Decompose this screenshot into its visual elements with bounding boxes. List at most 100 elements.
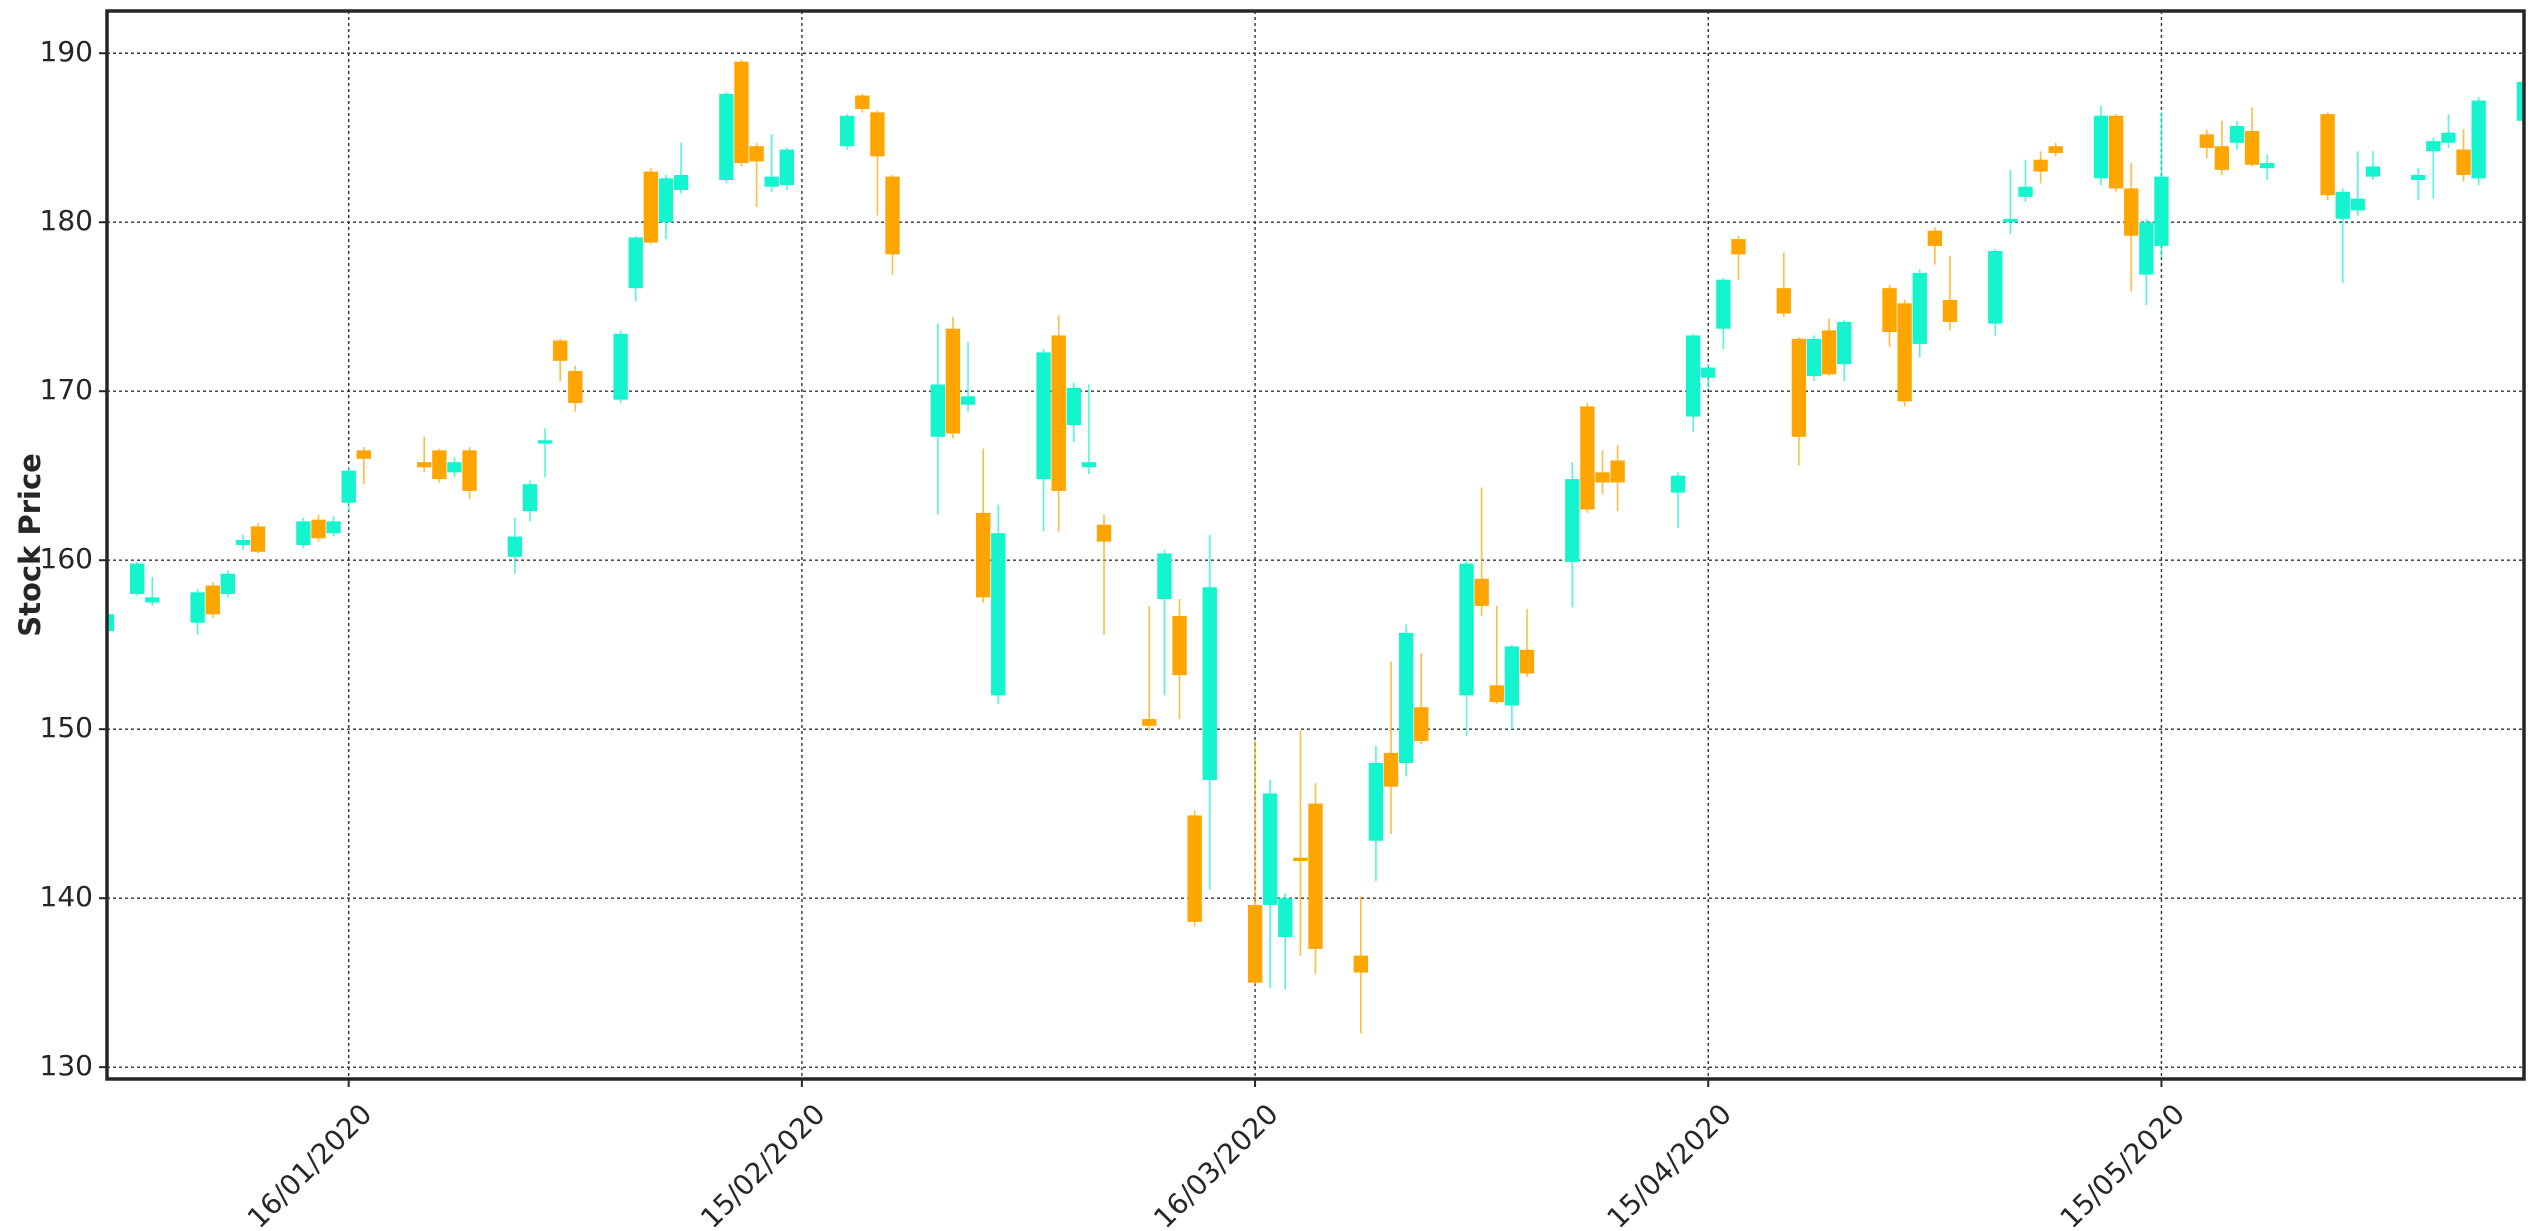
candle-body <box>432 450 447 480</box>
y-tick-label: 160 <box>40 542 93 575</box>
candle-body <box>1383 752 1399 787</box>
candle-body <box>658 178 674 223</box>
candle-body <box>2471 100 2486 179</box>
candle-body <box>1459 563 1474 696</box>
candle-body <box>613 333 628 400</box>
y-tick-label: 140 <box>40 880 93 913</box>
candle-body <box>673 174 689 191</box>
candle-body <box>734 61 749 164</box>
candle-body <box>2199 134 2214 148</box>
candle-body <box>1081 462 1097 468</box>
candle-body <box>1776 288 1791 314</box>
candle-body <box>1278 898 1293 938</box>
candle-body <box>2320 114 2335 196</box>
candle-body <box>1701 367 1716 378</box>
candle-body <box>855 95 870 110</box>
candle-body <box>840 115 855 147</box>
candle-body <box>417 462 432 468</box>
x-tick-label: 15/05/2020 <box>2054 1097 2191 1231</box>
candle-body <box>1187 815 1202 922</box>
candle-body <box>1398 632 1414 763</box>
candle-body <box>145 597 160 603</box>
candle-body <box>870 112 885 157</box>
candle-body <box>568 370 583 404</box>
candle-body <box>462 450 477 491</box>
candle-body <box>2411 174 2426 180</box>
x-tick-label: 15/04/2020 <box>1600 1097 1737 1231</box>
candle-body <box>1353 955 1368 973</box>
candle-body <box>1806 338 1822 377</box>
candles <box>107 60 2524 1034</box>
candle-body <box>1791 338 1807 437</box>
candle-body <box>553 340 568 361</box>
candle-body <box>1489 685 1504 703</box>
candle-body <box>1172 615 1187 676</box>
candle-body <box>235 539 251 545</box>
candle-body <box>1882 288 1897 333</box>
candle-body <box>1066 387 1081 426</box>
candle-body <box>1157 553 1172 600</box>
candle-body <box>2456 149 2471 175</box>
candle-body <box>356 450 371 459</box>
candle-body <box>2441 132 2456 143</box>
candle-body <box>2124 188 2139 236</box>
candle-body <box>2350 198 2366 211</box>
candle-body <box>991 533 1006 696</box>
candle-body <box>537 440 553 444</box>
candle-body <box>107 614 115 632</box>
candle-body <box>719 93 734 180</box>
x-tick-label: 16/03/2020 <box>1147 1097 1284 1231</box>
candle-body <box>1293 857 1308 862</box>
y-tick-label: 180 <box>40 204 93 237</box>
candle-body <box>1595 472 1610 483</box>
candle-body <box>1731 239 1746 255</box>
candle-body <box>1927 230 1943 246</box>
candle-body <box>2335 191 2350 219</box>
candle-body <box>2139 222 2154 275</box>
candle-body <box>930 384 946 437</box>
candle-body <box>1036 352 1051 480</box>
candle-body <box>1565 479 1580 562</box>
candle-body <box>1912 272 1927 344</box>
candle-body <box>1821 330 1837 375</box>
candle-body <box>1685 335 1701 417</box>
candle-body <box>522 484 538 512</box>
candle-body <box>960 396 976 405</box>
candle-body <box>764 176 779 187</box>
candle-body <box>2229 125 2245 143</box>
candle-body <box>1202 587 1217 780</box>
candle-body <box>885 176 900 255</box>
candle-body <box>1096 524 1112 542</box>
candle-body <box>779 149 794 186</box>
candle-body <box>250 526 266 552</box>
candle-body <box>296 521 311 545</box>
candle-body <box>643 171 659 243</box>
candle-body <box>2048 146 2063 153</box>
candle-body <box>1368 762 1384 841</box>
candle-body <box>2154 176 2169 246</box>
candle-body <box>220 573 236 595</box>
candle-body <box>2260 163 2275 169</box>
candle-body <box>628 237 643 289</box>
y-axis-label: Stock Price <box>13 453 47 637</box>
candle-body <box>1580 406 1595 510</box>
candle-body <box>2018 186 2033 197</box>
candle-body <box>1716 279 1731 329</box>
candle-body <box>190 592 205 623</box>
candle-body <box>1142 719 1157 726</box>
candle-body <box>1504 646 1520 706</box>
candle-body <box>2516 81 2524 121</box>
candle-body <box>2093 115 2109 179</box>
candle-body <box>311 519 326 539</box>
candle-body <box>2214 146 2230 170</box>
candle-body <box>447 462 462 473</box>
x-tick-label: 16/01/2020 <box>241 1097 378 1231</box>
candle-body <box>1263 793 1278 905</box>
candle-body <box>205 585 220 615</box>
candle-body <box>1474 578 1489 606</box>
candle-body <box>1308 803 1323 949</box>
candle-body <box>1247 904 1263 983</box>
axes: 130 140 150 160 170 180 190 16/01/2020 15/02/202… <box>40 35 2192 1231</box>
candle-body <box>2108 115 2124 189</box>
